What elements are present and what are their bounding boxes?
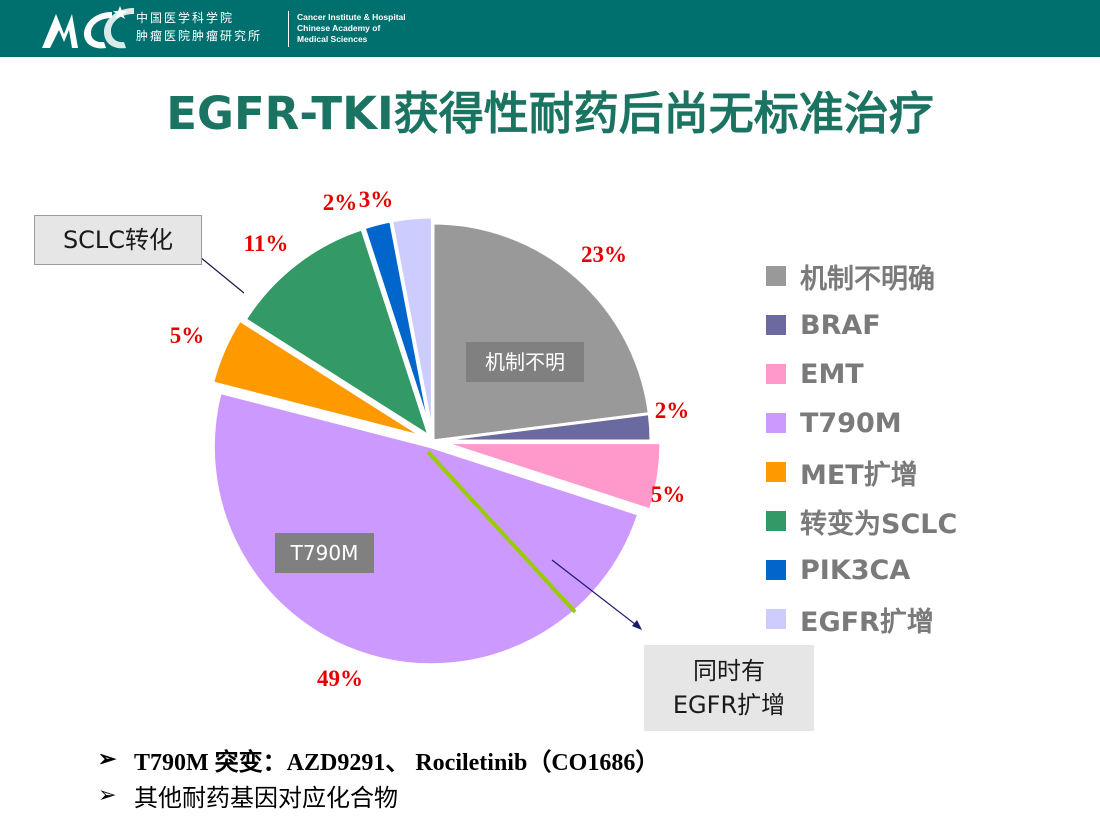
legend-item: MET扩增 xyxy=(766,452,918,492)
pie-slice xyxy=(243,227,433,440)
pie-slice xyxy=(389,215,434,436)
pie-slice xyxy=(211,390,641,667)
arrow-bullet-icon: ➢ xyxy=(98,782,117,807)
legend-item: EMT xyxy=(766,354,864,394)
egfr-callout-line2: EGFR扩增 xyxy=(672,691,786,719)
institution-en-line3: Medical Sciences xyxy=(297,34,368,44)
legend-swatch xyxy=(766,511,786,531)
legend-swatch xyxy=(766,266,786,286)
bullet-list: ➢ T790M 突变：AZD9291、 Rociletinib（CO1686） … xyxy=(98,741,659,813)
slide-title: EGFR-TKI获得性耐药后尚无标准治疗 xyxy=(166,87,934,140)
legend-item: EGFR扩增 xyxy=(766,599,934,639)
legend-label: T790M xyxy=(800,407,902,439)
legend-label: 转变为SCLC xyxy=(800,508,958,540)
legend-label: EMT xyxy=(800,358,864,390)
legend-swatch xyxy=(766,462,786,482)
slice-percent-label: 5% xyxy=(651,482,686,507)
slice-percent-label: 49% xyxy=(317,666,363,691)
legend-item: BRAF xyxy=(766,305,881,345)
legend-label: PIK3CA xyxy=(800,554,911,586)
egfr-amplification-callout: 同时有 EGFR扩增 xyxy=(644,645,814,731)
institution-name-cn: 中国医学科学院 肿瘤医院肿瘤研究所 xyxy=(136,9,262,45)
t790m-inner-label: T790M xyxy=(275,533,374,573)
legend-swatch xyxy=(766,413,786,433)
legend-item: 机制不明确 xyxy=(766,256,935,296)
slice-percent-label: 5% xyxy=(170,323,205,348)
legend-label: MET扩增 xyxy=(800,459,918,491)
pie-slice xyxy=(432,412,653,443)
legend-swatch xyxy=(766,560,786,580)
egfr-callout-line1: 同时有 xyxy=(693,657,765,685)
institution-cn-line1: 中国医学科学院 xyxy=(136,11,235,25)
legend-item: T790M xyxy=(766,403,902,443)
slice-percent-label: 2% xyxy=(323,190,358,215)
pie-slice xyxy=(442,441,663,512)
bullet-text-2: 其他耐药基因对应化合物 xyxy=(134,785,398,812)
institution-en-line1: Cancer Institute & Hospital xyxy=(297,12,406,22)
pie-slice xyxy=(210,318,425,439)
header-bar: 中国医学科学院 肿瘤医院肿瘤研究所 Cancer Institute & Hos… xyxy=(0,0,1100,57)
legend-item: PIK3CA xyxy=(766,550,910,590)
legend-item: 转变为SCLC xyxy=(766,501,957,541)
egfr-coexist-line xyxy=(426,450,577,614)
bullet-item-2: ➢ 其他耐药基因对应化合物 xyxy=(98,777,659,813)
legend-label: BRAF xyxy=(800,309,881,341)
cicams-logo-icon xyxy=(42,6,134,49)
legend-swatch xyxy=(766,315,786,335)
bullet-text-1: T790M 突变：AZD9291、 Rociletinib（CO1686） xyxy=(134,749,660,776)
arrow-bullet-icon: ➢ xyxy=(98,746,117,771)
sclc-connector-line xyxy=(199,256,245,294)
slice-percent-label: 11% xyxy=(244,231,289,256)
slice-percent-label: 2% xyxy=(655,398,690,423)
egfr-pointer-arrowhead xyxy=(632,620,642,630)
institution-cn-line2: 肿瘤医院肿瘤研究所 xyxy=(136,29,263,43)
institution-name-en: Cancer Institute & Hospital Chinese Acad… xyxy=(297,12,406,45)
slice-percent-label: 3% xyxy=(359,187,394,212)
legend-swatch xyxy=(766,364,786,384)
legend-label: EGFR扩增 xyxy=(800,606,934,638)
legend-swatch xyxy=(766,609,786,629)
legend-label: 机制不明确 xyxy=(800,263,935,295)
slice-percent-label: 23% xyxy=(581,242,627,267)
institution-en-line2: Chinese Academy of xyxy=(297,23,381,33)
bullet-item-1: ➢ T790M 突变：AZD9291、 Rociletinib（CO1686） xyxy=(98,741,659,777)
egfr-pointer-line xyxy=(551,559,641,629)
pie-slice xyxy=(431,221,651,443)
header-divider xyxy=(288,11,289,47)
unknown-mechanism-inner-label: 机制不明 xyxy=(466,342,584,382)
sclc-transform-callout: SCLC转化 xyxy=(34,215,202,265)
